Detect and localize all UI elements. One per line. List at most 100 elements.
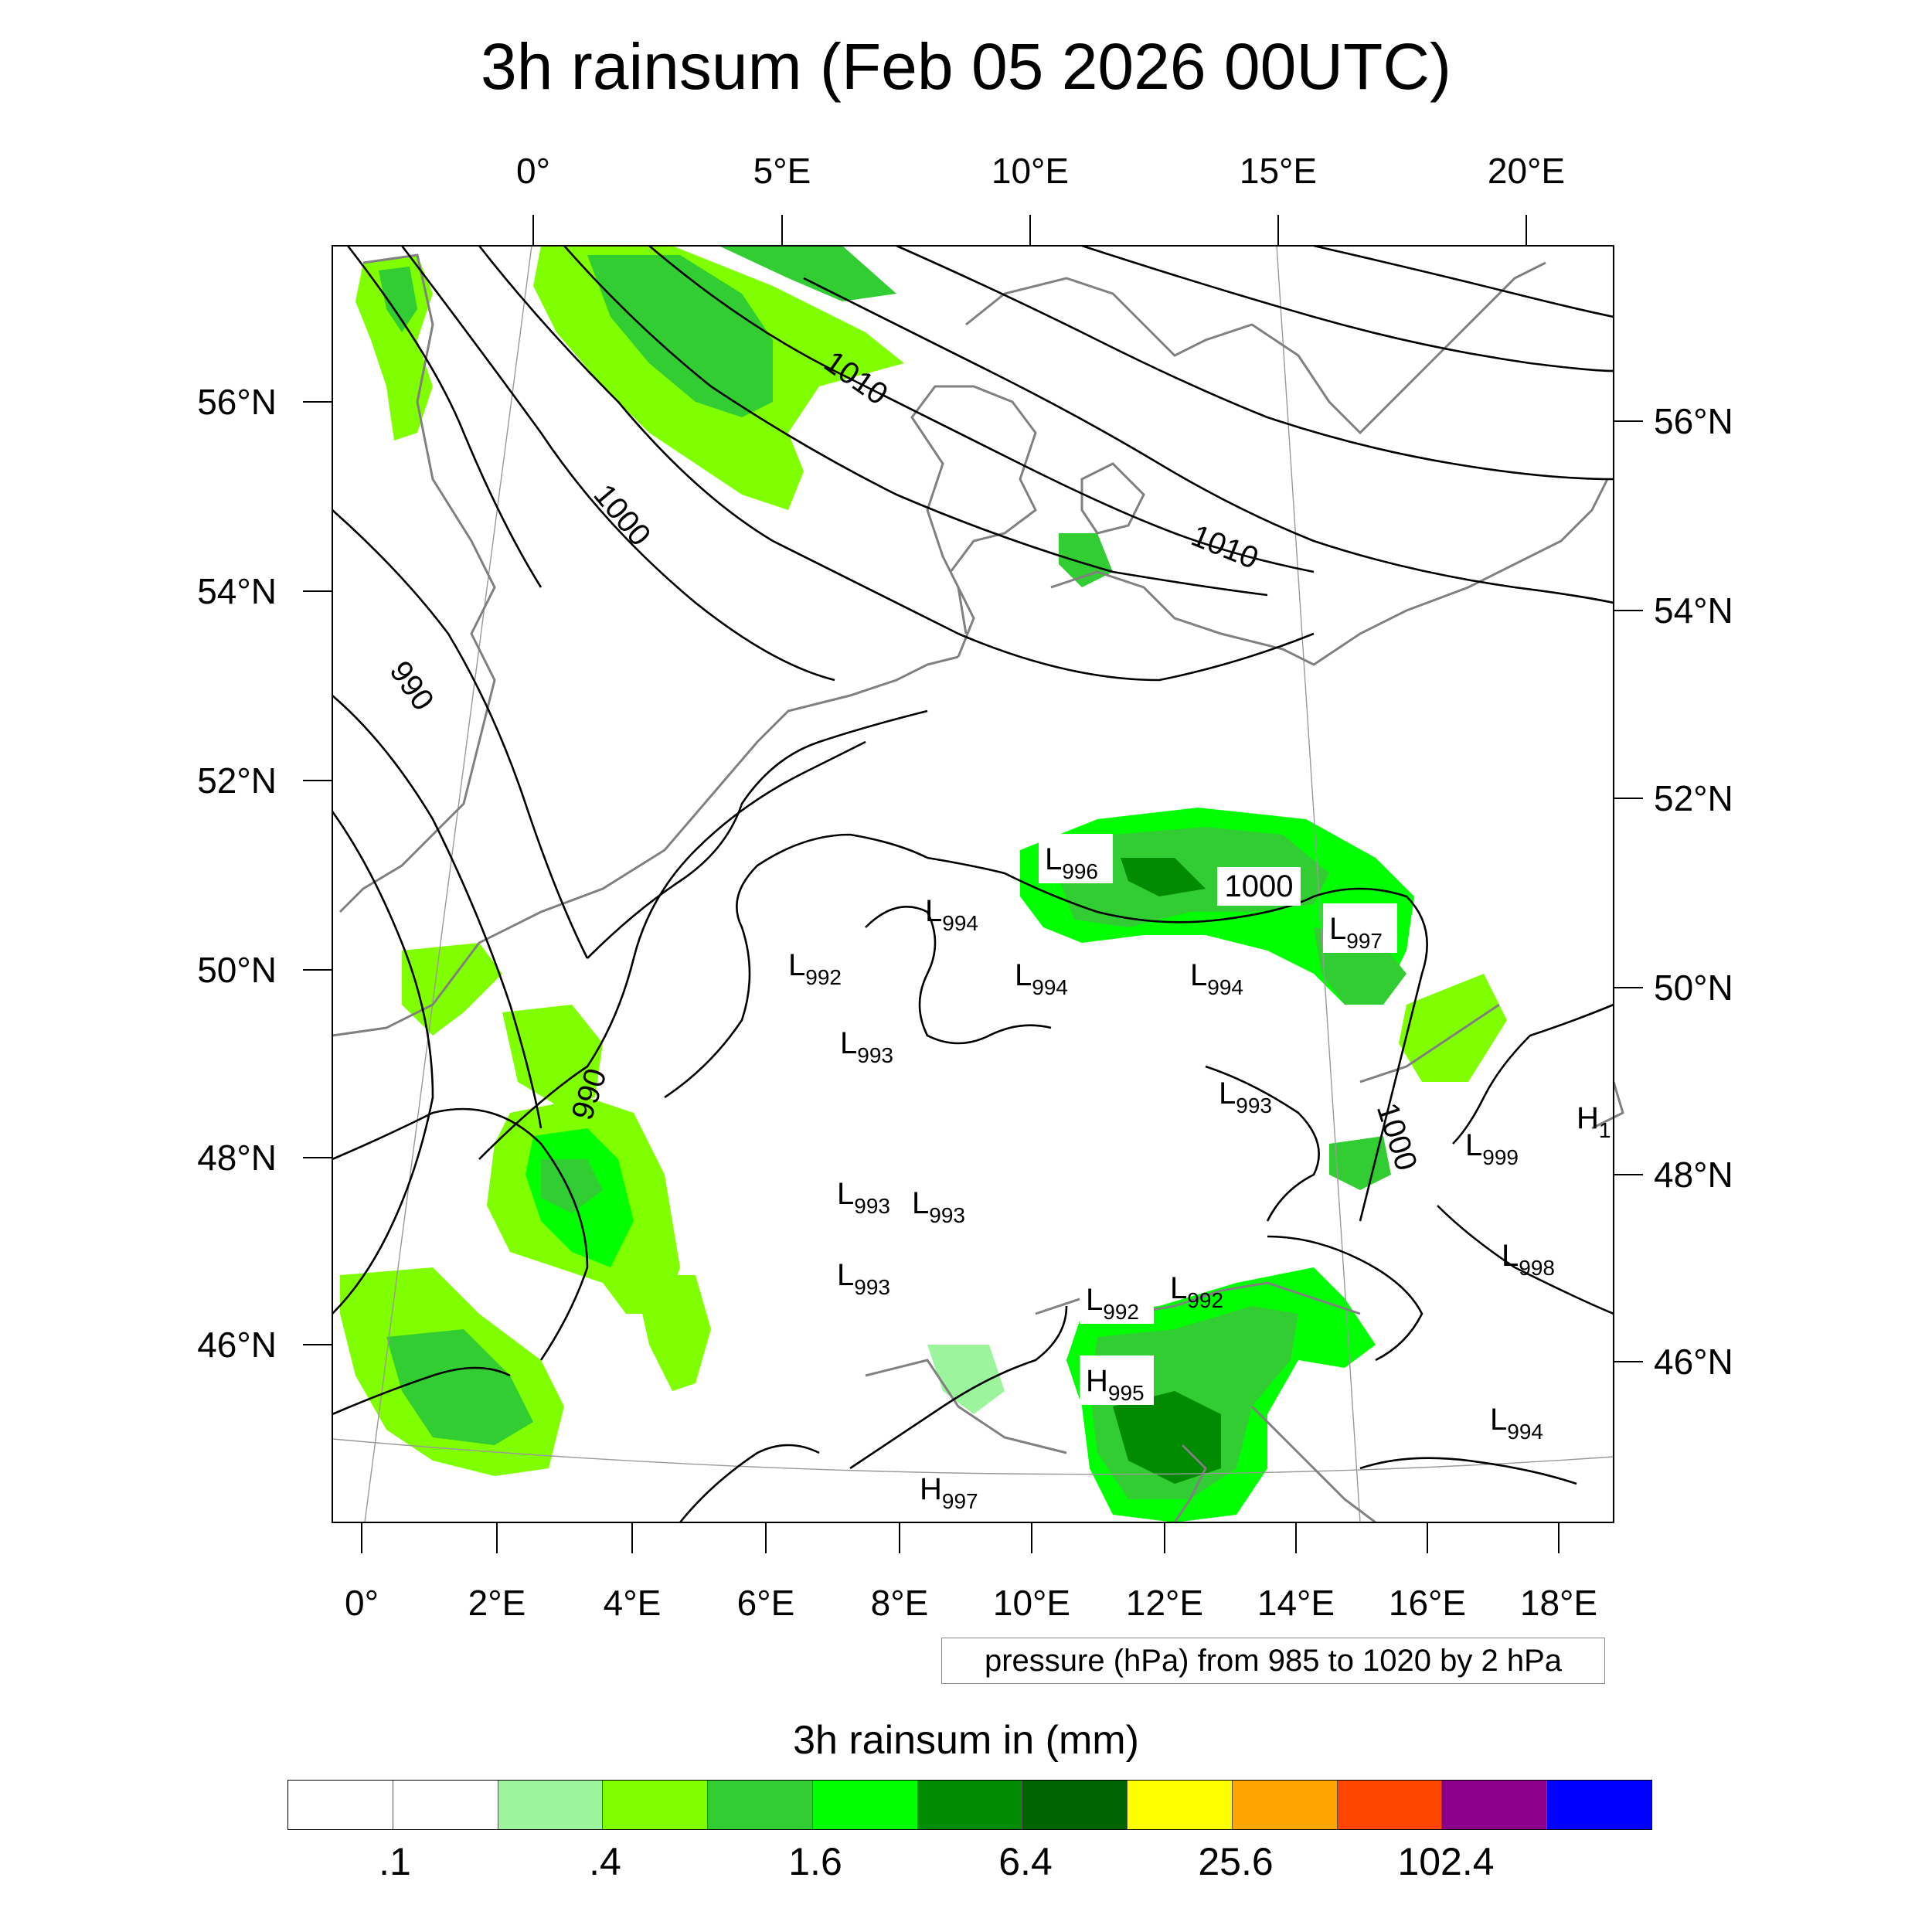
left-axis-label: 48°N xyxy=(197,1138,277,1178)
colorbar xyxy=(287,1780,1652,1830)
colorbar-swatch xyxy=(708,1781,813,1829)
pressure-center-label: L992 xyxy=(1086,1283,1139,1324)
low-pressure-center: L992 xyxy=(1080,1274,1154,1324)
colorbar-swatch xyxy=(1337,1781,1443,1829)
axis-ticks xyxy=(303,215,1643,1553)
top-axis-label: 5°E xyxy=(753,151,811,191)
colorbar-tick: 102.4 xyxy=(1397,1840,1495,1883)
colorbar-swatch xyxy=(1442,1781,1548,1829)
bottom-axis-label: 8°E xyxy=(871,1583,929,1623)
colorbar-swatch xyxy=(393,1781,498,1829)
right-axis-label: 46°N xyxy=(1654,1342,1733,1382)
rain-area-france-sw-core xyxy=(386,1329,533,1445)
isobar-label-box: 1000 xyxy=(1217,867,1301,906)
top-axis-label: 15°E xyxy=(1240,151,1317,191)
colorbar-tick: .4 xyxy=(589,1840,621,1883)
colorbar-tick: 25.6 xyxy=(1198,1840,1274,1883)
bottom-axis-label: 14°E xyxy=(1257,1583,1335,1623)
colorbar-swatch xyxy=(1547,1781,1651,1829)
pressure-center-label: L998 xyxy=(1502,1239,1555,1280)
pressure-center-label: L993 xyxy=(837,1258,890,1299)
bottom-axis-label: 0° xyxy=(345,1583,379,1623)
colorbar-swatch xyxy=(917,1781,1023,1829)
colorbar-tick: .1 xyxy=(379,1840,411,1883)
top-axis-labels: 0° 5°E 10°E 15°E 20°E xyxy=(516,151,1565,191)
bottom-axis-label: 12°E xyxy=(1126,1583,1203,1623)
low-pressure-center: L993 xyxy=(837,1177,890,1218)
low-pressure-center: L994 xyxy=(1190,958,1243,999)
isobar-label: 1000 xyxy=(587,478,658,552)
left-axis-label: 56°N xyxy=(197,382,277,422)
pressure-center-label: L994 xyxy=(1015,958,1068,999)
low-pressure-center: L997 xyxy=(1323,903,1397,953)
isobar-label: 990 xyxy=(383,655,440,717)
right-axis-label: 50°N xyxy=(1654,968,1733,1008)
colorbar-swatch xyxy=(1022,1781,1128,1829)
low-pressure-center: L993 xyxy=(912,1186,965,1227)
low-pressure-center: L996 xyxy=(1039,834,1113,883)
pressure-center-label: L997 xyxy=(1329,912,1383,953)
low-pressure-center: L994 xyxy=(925,894,978,935)
high-pressure-center: H997 xyxy=(920,1472,978,1513)
pressure-centers: L996 L994 L992 L994 L994 L997 L993 L993 L993 L993… xyxy=(788,834,1611,1513)
low-pressure-center: L993 xyxy=(1219,1077,1272,1117)
high-pressure-center: H1 xyxy=(1577,1101,1611,1142)
right-axis-label: 52°N xyxy=(1654,778,1733,818)
low-pressure-center: L993 xyxy=(840,1026,893,1067)
bottom-axis-label: 10°E xyxy=(993,1583,1070,1623)
bottom-axis-label: 4°E xyxy=(604,1583,662,1623)
low-pressure-center: L992 xyxy=(788,948,842,989)
rain-area-france-dark xyxy=(541,1159,603,1213)
pressure-center-label: H995 xyxy=(1086,1364,1145,1405)
rain-area-italy-core xyxy=(1113,1391,1221,1484)
low-pressure-center: L993 xyxy=(837,1258,890,1299)
low-pressure-center: L994 xyxy=(1490,1403,1543,1444)
pressure-center-label: H997 xyxy=(920,1472,978,1513)
rain-area-northsea-core xyxy=(587,255,773,417)
rain-area-alps-france xyxy=(634,1275,711,1391)
left-axis-label: 50°N xyxy=(197,950,277,990)
right-axis-label: 56°N xyxy=(1654,401,1733,441)
bottom-axis-label: 2°E xyxy=(468,1583,526,1623)
rain-area-poland xyxy=(1059,533,1113,587)
bottom-axis-label: 16°E xyxy=(1389,1583,1466,1623)
rain-area-france-mid xyxy=(502,1005,603,1105)
low-pressure-center: L999 xyxy=(1465,1128,1519,1169)
bottom-axis-label: 18°E xyxy=(1520,1583,1597,1623)
right-axis-label: 48°N xyxy=(1654,1155,1733,1195)
top-axis-label: 0° xyxy=(516,151,550,191)
rain-area-adriatic xyxy=(927,1345,1005,1414)
left-axis-label: 52°N xyxy=(197,760,277,801)
rain-area-northsea-strip xyxy=(719,246,896,301)
isobar-label: 1010 xyxy=(1186,519,1263,576)
pressure-center-label: L996 xyxy=(1045,842,1098,883)
pressure-center-label: L994 xyxy=(1190,958,1243,999)
right-axis-labels: 56°N 54°N 52°N 50°N 48°N 46°N xyxy=(1654,401,1733,1382)
rain-field xyxy=(340,246,1507,1522)
pressure-center-label: L994 xyxy=(1490,1403,1543,1444)
left-axis-labels: 56°N 54°N 52°N 50°N 48°N 46°N xyxy=(197,382,277,1365)
colorbar-tick: 6.4 xyxy=(998,1840,1053,1883)
colorbar-title: 3h rainsum in (mm) xyxy=(793,1718,1139,1763)
rain-area-germany-core xyxy=(1121,858,1206,896)
colorbar-swatch xyxy=(498,1781,604,1829)
isobar-label: 1000 xyxy=(1225,869,1294,903)
rain-area-austria-e xyxy=(1329,1136,1391,1190)
pressure-center-label: H1 xyxy=(1577,1101,1611,1142)
pressure-center-label: L999 xyxy=(1465,1128,1519,1169)
low-pressure-center: L994 xyxy=(1015,958,1068,999)
pressure-center-label: L993 xyxy=(1219,1077,1272,1117)
colorbar-swatch xyxy=(288,1781,393,1829)
pressure-center-label: L992 xyxy=(1170,1271,1223,1312)
colorbar-tick: 1.6 xyxy=(788,1840,842,1883)
isobars xyxy=(331,244,1614,1523)
colorbar-swatch xyxy=(1128,1781,1233,1829)
right-axis-label: 54°N xyxy=(1654,590,1733,631)
pressure-center-label: L993 xyxy=(840,1026,893,1067)
bottom-axis-label: 6°E xyxy=(737,1583,795,1623)
colorbar-swatch xyxy=(603,1781,709,1829)
pressure-center-label: L993 xyxy=(837,1177,890,1218)
bottom-axis-labels: 0° 2°E 4°E 6°E 8°E 10°E 12°E 14°E 16°E 1… xyxy=(345,1583,1597,1623)
colorbar-swatch xyxy=(1232,1781,1338,1829)
